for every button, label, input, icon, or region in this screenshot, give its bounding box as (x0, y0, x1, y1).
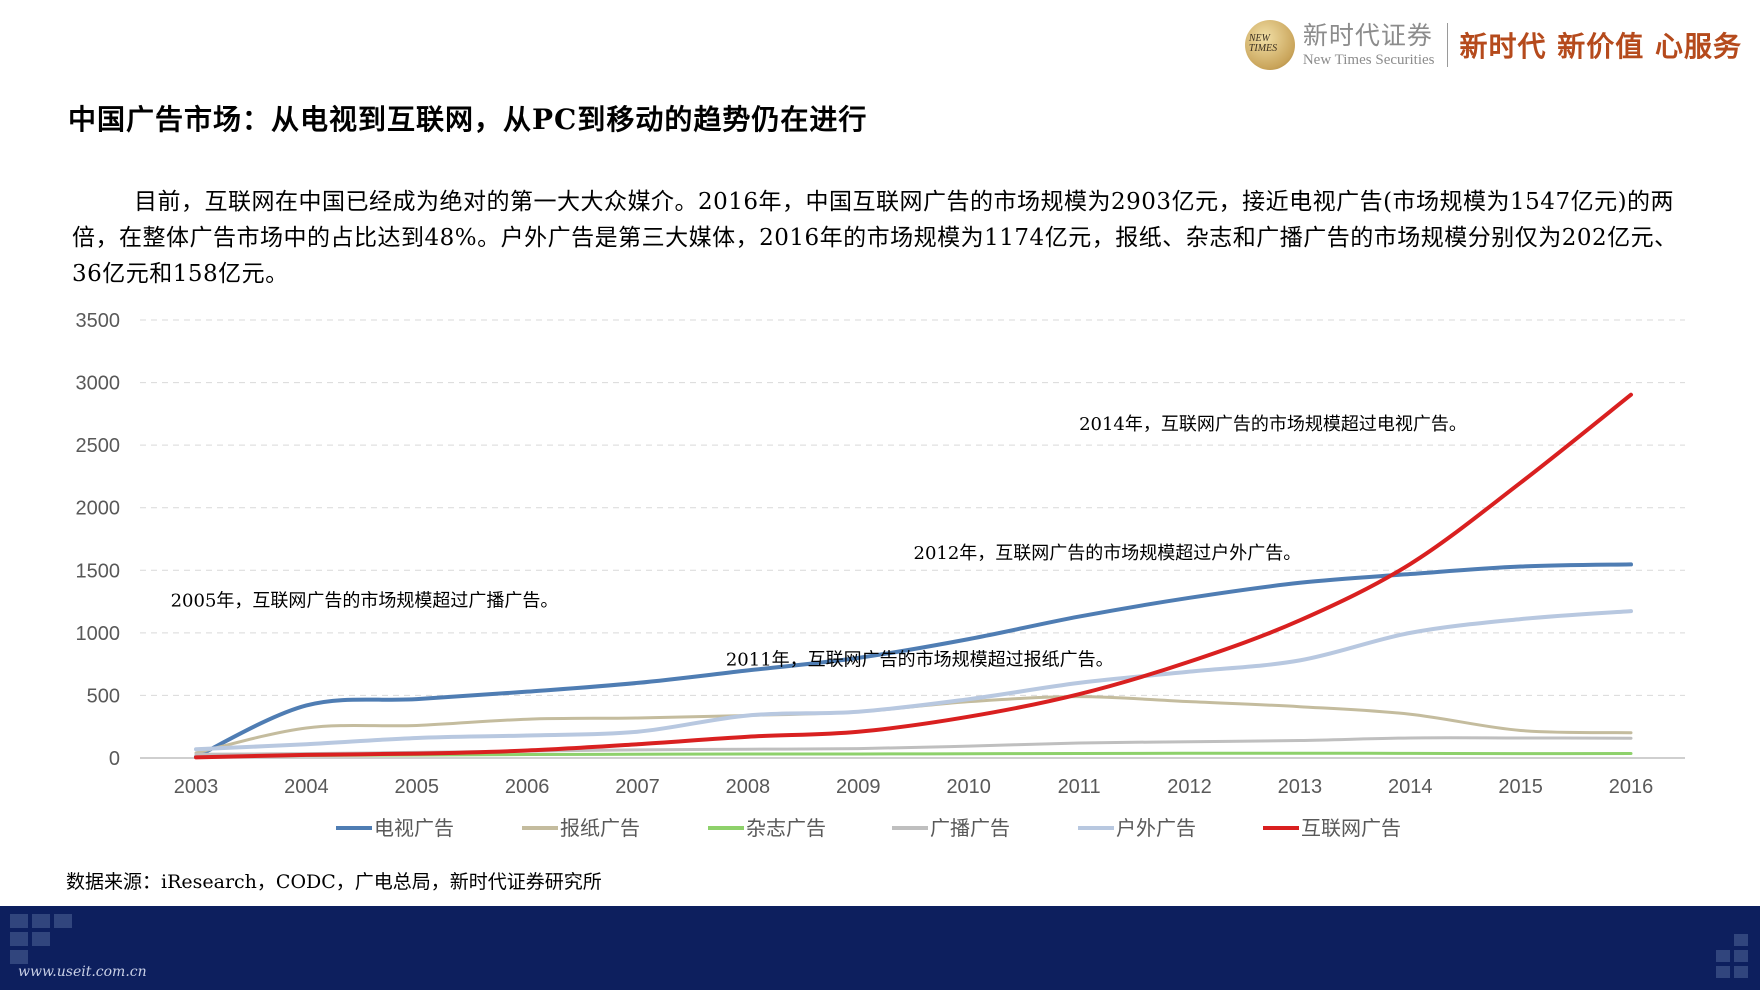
x-tick-label: 2009 (836, 776, 881, 798)
footer-square (10, 914, 28, 928)
line-chart: 0 500 1000 1500 2000 2500 3000 3500 2003 2004 2005… (76, 310, 1685, 840)
footer-square (32, 914, 50, 928)
y-tick-label: 2000 (76, 498, 121, 520)
y-tick-label: 3500 (76, 310, 121, 332)
x-tick-label: 2012 (1167, 776, 1212, 798)
footer-square (1734, 966, 1748, 978)
legend-label: 互联网广告 (1301, 816, 1401, 840)
slogan: 新时代 新价值 心服务 (1459, 30, 1742, 63)
x-tick-label: 2008 (726, 776, 771, 798)
footer-bar: www.useit.com.cn (0, 906, 1760, 990)
x-tick-label: 2016 (1609, 776, 1654, 798)
footer-square (1734, 950, 1748, 962)
legend-label: 杂志广告 (746, 816, 826, 840)
legend-label: 报纸广告 (560, 816, 640, 840)
footer-url: www.useit.com.cn (18, 964, 147, 980)
header-logo: NEW TIMES 新时代证券 New Times Securities 新时代… (1244, 14, 1742, 76)
chart-legend: 电视广告 报纸广告 杂志广告 广播广告 户外广告 互联网广告 (336, 816, 1401, 840)
x-tick-label: 2010 (946, 776, 991, 798)
page-title: 中国广告市场：从电视到互联网，从PC到移动的趋势仍在进行 (68, 103, 868, 136)
legend-label: 广播广告 (930, 816, 1010, 840)
x-tick-label: 2011 (1058, 776, 1101, 798)
x-tick-label: 2013 (1278, 776, 1323, 798)
y-tick-label: 2500 (76, 435, 121, 457)
y-tick-label: 3000 (76, 373, 121, 395)
chart-axes: 0 500 1000 1500 2000 2500 3000 3500 2003 2004 2005… (76, 310, 1685, 798)
footer-square (54, 914, 72, 928)
footer-square (10, 950, 28, 964)
x-tick-label: 2007 (615, 776, 660, 798)
y-tick-label: 1500 (76, 560, 121, 582)
y-tick-label: 1000 (76, 623, 121, 645)
footer-square (1716, 966, 1730, 978)
x-tick-label: 2003 (174, 776, 219, 798)
x-tick-label: 2014 (1388, 776, 1433, 798)
x-tick-label: 2015 (1498, 776, 1543, 798)
chart-annotation: 2005年，互联网广告的市场规模超过广播广告。 (171, 591, 559, 612)
footer-square (1716, 950, 1730, 962)
footer-square (32, 932, 50, 946)
intro-paragraph: 目前，互联网在中国已经成为绝对的第一大大众媒介。2016年，中国互联网广告的市场… (72, 189, 1678, 287)
chart-series (194, 392, 1633, 760)
y-tick-label: 0 (109, 748, 120, 770)
logo-mark: NEW TIMES (1244, 20, 1295, 70)
footer-square (10, 932, 28, 946)
legend-label: 户外广告 (1116, 816, 1196, 840)
logo-cn: 新时代证券 (1302, 21, 1433, 50)
legend-label: 电视广告 (374, 816, 454, 840)
y-tick-label: 500 (87, 685, 120, 707)
logo-divider (1446, 23, 1448, 67)
footer-square (1734, 934, 1748, 946)
chart-annotations: 2014年，互联网广告的市场规模超过电视广告。 2012年，互联网广告的市场规模超… (171, 414, 1467, 670)
x-tick-label: 2006 (505, 776, 550, 798)
chart-annotation: 2011年，互联网广告的市场规模超过报纸广告。 (726, 649, 1114, 670)
series-line-电视广告 (194, 562, 1633, 759)
x-tick-label: 2005 (395, 776, 440, 798)
chart-grid (140, 319, 1685, 696)
chart-annotation: 2012年，互联网广告的市场规模超过户外广告。 (914, 543, 1302, 564)
logo-text: 新时代证券 New Times Securities (1303, 21, 1435, 69)
x-tick-label: 2004 (284, 776, 329, 798)
series-line-互联网广告 (194, 392, 1633, 760)
series-line-户外广告 (194, 609, 1633, 752)
logo-en: New Times Securities (1302, 52, 1435, 68)
chart-annotation: 2014年，互联网广告的市场规模超过电视广告。 (1079, 414, 1467, 435)
data-source: 数据来源：iResearch，CODC，广电总局，新时代证券研究所 (66, 871, 602, 893)
